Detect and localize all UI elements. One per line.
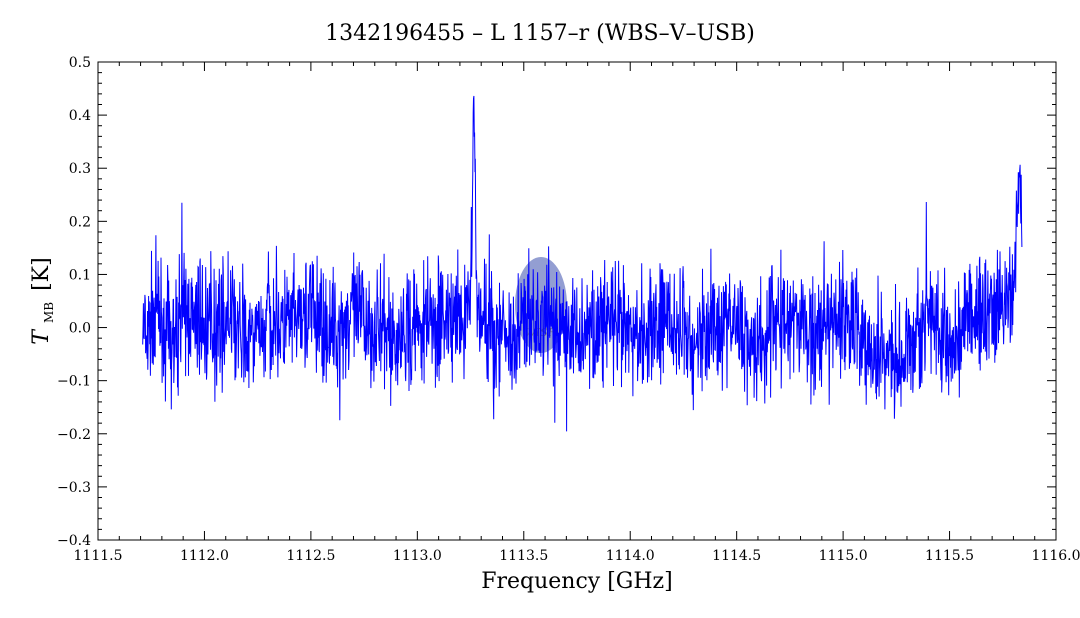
y-tick-label: −0.4: [57, 533, 91, 549]
y-tick-label: −0.3: [57, 480, 91, 496]
y-axis-label: T MB [K]: [29, 257, 59, 344]
x-axis-label: Frequency [GHz]: [481, 569, 673, 594]
y-axis-label-sub: MB: [42, 302, 56, 323]
series-line: [142, 95, 1023, 432]
plot-frame: [97, 61, 1057, 541]
x-tick-label: 1113.0: [393, 548, 442, 564]
y-tick-label: 0.5: [69, 55, 91, 71]
y-axis-label-main: T: [29, 328, 54, 345]
svg-text:T MB [K]: T MB [K]: [29, 257, 59, 344]
y-tick-label: 0.0: [69, 321, 91, 337]
x-tick-label: 1115.5: [925, 548, 974, 564]
x-tick-label: 1115.0: [819, 548, 868, 564]
x-tick-label: 1116.0: [1032, 548, 1080, 564]
y-tick-label: −0.2: [57, 427, 91, 443]
x-tick-label: 1113.5: [499, 548, 548, 564]
y-tick-label: 0.3: [69, 161, 91, 177]
y-tick-label: 0.4: [69, 108, 91, 124]
x-tick-label: 1112.5: [286, 548, 335, 564]
x-tick-label: 1111.5: [74, 548, 123, 564]
y-tick-label: −0.1: [57, 374, 91, 390]
y-axis-label-unit: [K]: [29, 257, 54, 291]
chart-title: 1342196455 – L 1157–r (WBS–V–USB): [325, 21, 755, 46]
y-tick-label: 0.2: [69, 214, 91, 230]
x-tick-label: 1114.0: [606, 548, 655, 564]
x-axis-ticks: 1111.5 1112.0 1112.5 1113.0 1113.5 1114.0 1114…: [74, 62, 1080, 564]
x-tick-label: 1112.0: [180, 548, 229, 564]
y-axis-ticks: −0.4 −0.3 −0.2 −0.1 0.0 0.1 0.2 0.3 0.4 0.5: [57, 55, 1056, 549]
x-tick-label: 1114.5: [712, 548, 761, 564]
y-tick-label: 0.1: [69, 267, 91, 283]
